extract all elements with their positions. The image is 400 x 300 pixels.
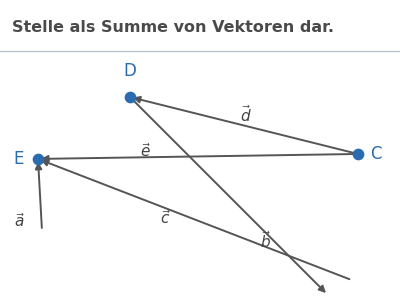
Text: $\vec{e}$: $\vec{e}$: [140, 142, 151, 160]
Text: $\vec{d}$: $\vec{d}$: [240, 104, 252, 125]
Point: [127, 95, 133, 100]
Text: $\vec{a}$: $\vec{a}$: [14, 212, 25, 230]
Text: Stelle als Summe von Vektoren dar.: Stelle als Summe von Vektoren dar.: [12, 20, 334, 35]
Text: C: C: [370, 145, 382, 163]
Text: E: E: [14, 150, 24, 168]
Text: D: D: [124, 62, 136, 80]
Text: $\vec{b}$: $\vec{b}$: [260, 230, 271, 251]
Point: [355, 152, 361, 156]
Text: $\vec{c}$: $\vec{c}$: [160, 209, 171, 227]
Point: [35, 157, 41, 161]
